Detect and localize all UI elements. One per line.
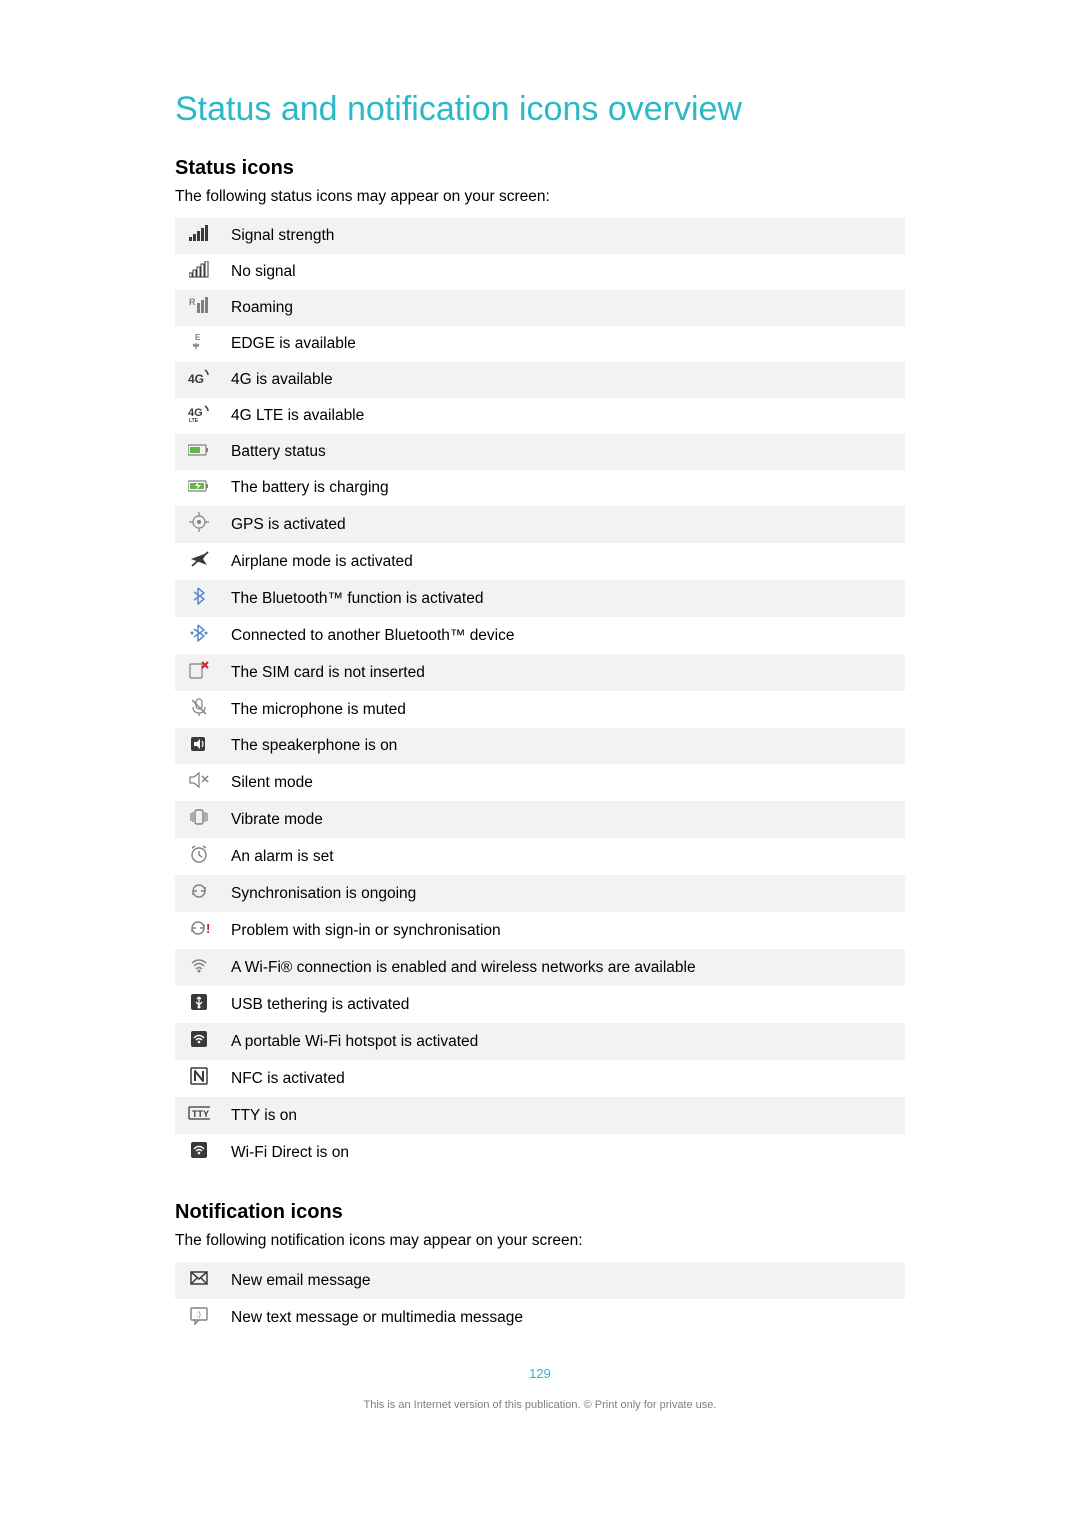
new-email-icon bbox=[188, 1268, 210, 1288]
table-row: Vibrate mode bbox=[175, 801, 905, 838]
icon-label: The speakerphone is on bbox=[223, 728, 905, 764]
icon-label: An alarm is set bbox=[223, 838, 905, 875]
icon-label: The battery is charging bbox=[223, 470, 905, 506]
speakerphone-icon bbox=[188, 734, 210, 754]
table-row: 4G is available bbox=[175, 362, 905, 398]
gps-icon bbox=[188, 512, 210, 532]
icon-label: New text message or multimedia message bbox=[223, 1299, 905, 1336]
table-row: The microphone is muted bbox=[175, 691, 905, 728]
table-row: TTY is on bbox=[175, 1097, 905, 1134]
icon-label: Vibrate mode bbox=[223, 801, 905, 838]
status-icons-table: Signal strength No signal Roaming EDGE i… bbox=[175, 218, 905, 1171]
icon-label: Connected to another Bluetooth™ device bbox=[223, 617, 905, 654]
status-heading: Status icons bbox=[175, 157, 905, 180]
icon-label: The Bluetooth™ function is activated bbox=[223, 580, 905, 617]
icon-label: No signal bbox=[223, 254, 905, 290]
icon-label: TTY is on bbox=[223, 1097, 905, 1134]
sim-not-inserted-icon bbox=[188, 660, 210, 680]
vibrate-mode-icon bbox=[188, 807, 210, 827]
table-row: GPS is activated bbox=[175, 506, 905, 543]
table-row: New text message or multimedia message bbox=[175, 1299, 905, 1336]
tty-icon bbox=[188, 1103, 210, 1123]
page-title: Status and notification icons overview bbox=[175, 90, 905, 129]
table-row: Signal strength bbox=[175, 218, 905, 254]
sync-problem-icon bbox=[188, 918, 210, 938]
table-row: The Bluetooth™ function is activated bbox=[175, 580, 905, 617]
table-row: A Wi-Fi® connection is enabled and wirel… bbox=[175, 949, 905, 986]
document-page: Status and notification icons overview S… bbox=[0, 0, 1080, 1411]
icon-label: EDGE is available bbox=[223, 326, 905, 362]
icon-label: The SIM card is not inserted bbox=[223, 654, 905, 691]
table-row: Synchronisation is ongoing bbox=[175, 875, 905, 912]
battery-charging-icon bbox=[188, 476, 210, 496]
table-row: Silent mode bbox=[175, 764, 905, 801]
table-row: New email message bbox=[175, 1262, 905, 1299]
usb-tethering-icon bbox=[188, 992, 210, 1012]
signal-strength-icon bbox=[188, 224, 210, 244]
table-row: The speakerphone is on bbox=[175, 728, 905, 764]
icon-label: Silent mode bbox=[223, 764, 905, 801]
notification-heading: Notification icons bbox=[175, 1201, 905, 1224]
footer-note: This is an Internet version of this publ… bbox=[175, 1399, 905, 1411]
table-row: Wi-Fi Direct is on bbox=[175, 1134, 905, 1171]
wifi-direct-icon bbox=[188, 1140, 210, 1160]
icon-label: Battery status bbox=[223, 434, 905, 470]
table-row: EDGE is available bbox=[175, 326, 905, 362]
table-row: Connected to another Bluetooth™ device bbox=[175, 617, 905, 654]
table-row: The SIM card is not inserted bbox=[175, 654, 905, 691]
icon-label: Signal strength bbox=[223, 218, 905, 254]
notification-icons-table: New email message New text message or mu… bbox=[175, 1262, 905, 1336]
roaming-icon bbox=[188, 296, 210, 316]
bluetooth-connected-icon bbox=[188, 623, 210, 643]
edge-icon bbox=[188, 332, 210, 352]
airplane-mode-icon bbox=[188, 549, 210, 569]
icon-label: A Wi-Fi® connection is enabled and wirel… bbox=[223, 949, 905, 986]
wifi-icon bbox=[188, 955, 210, 975]
table-row: Roaming bbox=[175, 290, 905, 326]
new-text-icon bbox=[188, 1305, 210, 1325]
icon-label: The microphone is muted bbox=[223, 691, 905, 728]
table-row: No signal bbox=[175, 254, 905, 290]
no-signal-icon bbox=[188, 260, 210, 280]
table-row: Airplane mode is activated bbox=[175, 543, 905, 580]
table-row: Problem with sign-in or synchronisation bbox=[175, 912, 905, 949]
four-g-icon bbox=[188, 368, 210, 388]
icon-label: Problem with sign-in or synchronisation bbox=[223, 912, 905, 949]
sync-icon bbox=[188, 881, 210, 901]
table-row: NFC is activated bbox=[175, 1060, 905, 1097]
status-intro: The following status icons may appear on… bbox=[175, 188, 905, 206]
icon-label: 4G LTE is available bbox=[223, 398, 905, 434]
icon-label: 4G is available bbox=[223, 362, 905, 398]
icon-label: A portable Wi-Fi hotspot is activated bbox=[223, 1023, 905, 1060]
mic-muted-icon bbox=[188, 697, 210, 717]
table-row: USB tethering is activated bbox=[175, 986, 905, 1023]
four-g-lte-icon bbox=[188, 404, 210, 424]
notification-intro: The following notification icons may app… bbox=[175, 1232, 905, 1250]
table-row: An alarm is set bbox=[175, 838, 905, 875]
nfc-icon bbox=[188, 1066, 210, 1086]
table-row: Battery status bbox=[175, 434, 905, 470]
bluetooth-icon bbox=[188, 586, 210, 606]
table-row: The battery is charging bbox=[175, 470, 905, 506]
icon-label: USB tethering is activated bbox=[223, 986, 905, 1023]
icon-label: Wi-Fi Direct is on bbox=[223, 1134, 905, 1171]
table-row: A portable Wi-Fi hotspot is activated bbox=[175, 1023, 905, 1060]
icon-label: New email message bbox=[223, 1262, 905, 1299]
icon-label: Synchronisation is ongoing bbox=[223, 875, 905, 912]
icon-label: GPS is activated bbox=[223, 506, 905, 543]
page-number: 129 bbox=[175, 1366, 905, 1381]
icon-label: NFC is activated bbox=[223, 1060, 905, 1097]
hotspot-icon bbox=[188, 1029, 210, 1049]
alarm-icon bbox=[188, 844, 210, 864]
table-row: 4G LTE is available bbox=[175, 398, 905, 434]
battery-status-icon bbox=[188, 440, 210, 460]
icon-label: Roaming bbox=[223, 290, 905, 326]
icon-label: Airplane mode is activated bbox=[223, 543, 905, 580]
silent-mode-icon bbox=[188, 770, 210, 790]
